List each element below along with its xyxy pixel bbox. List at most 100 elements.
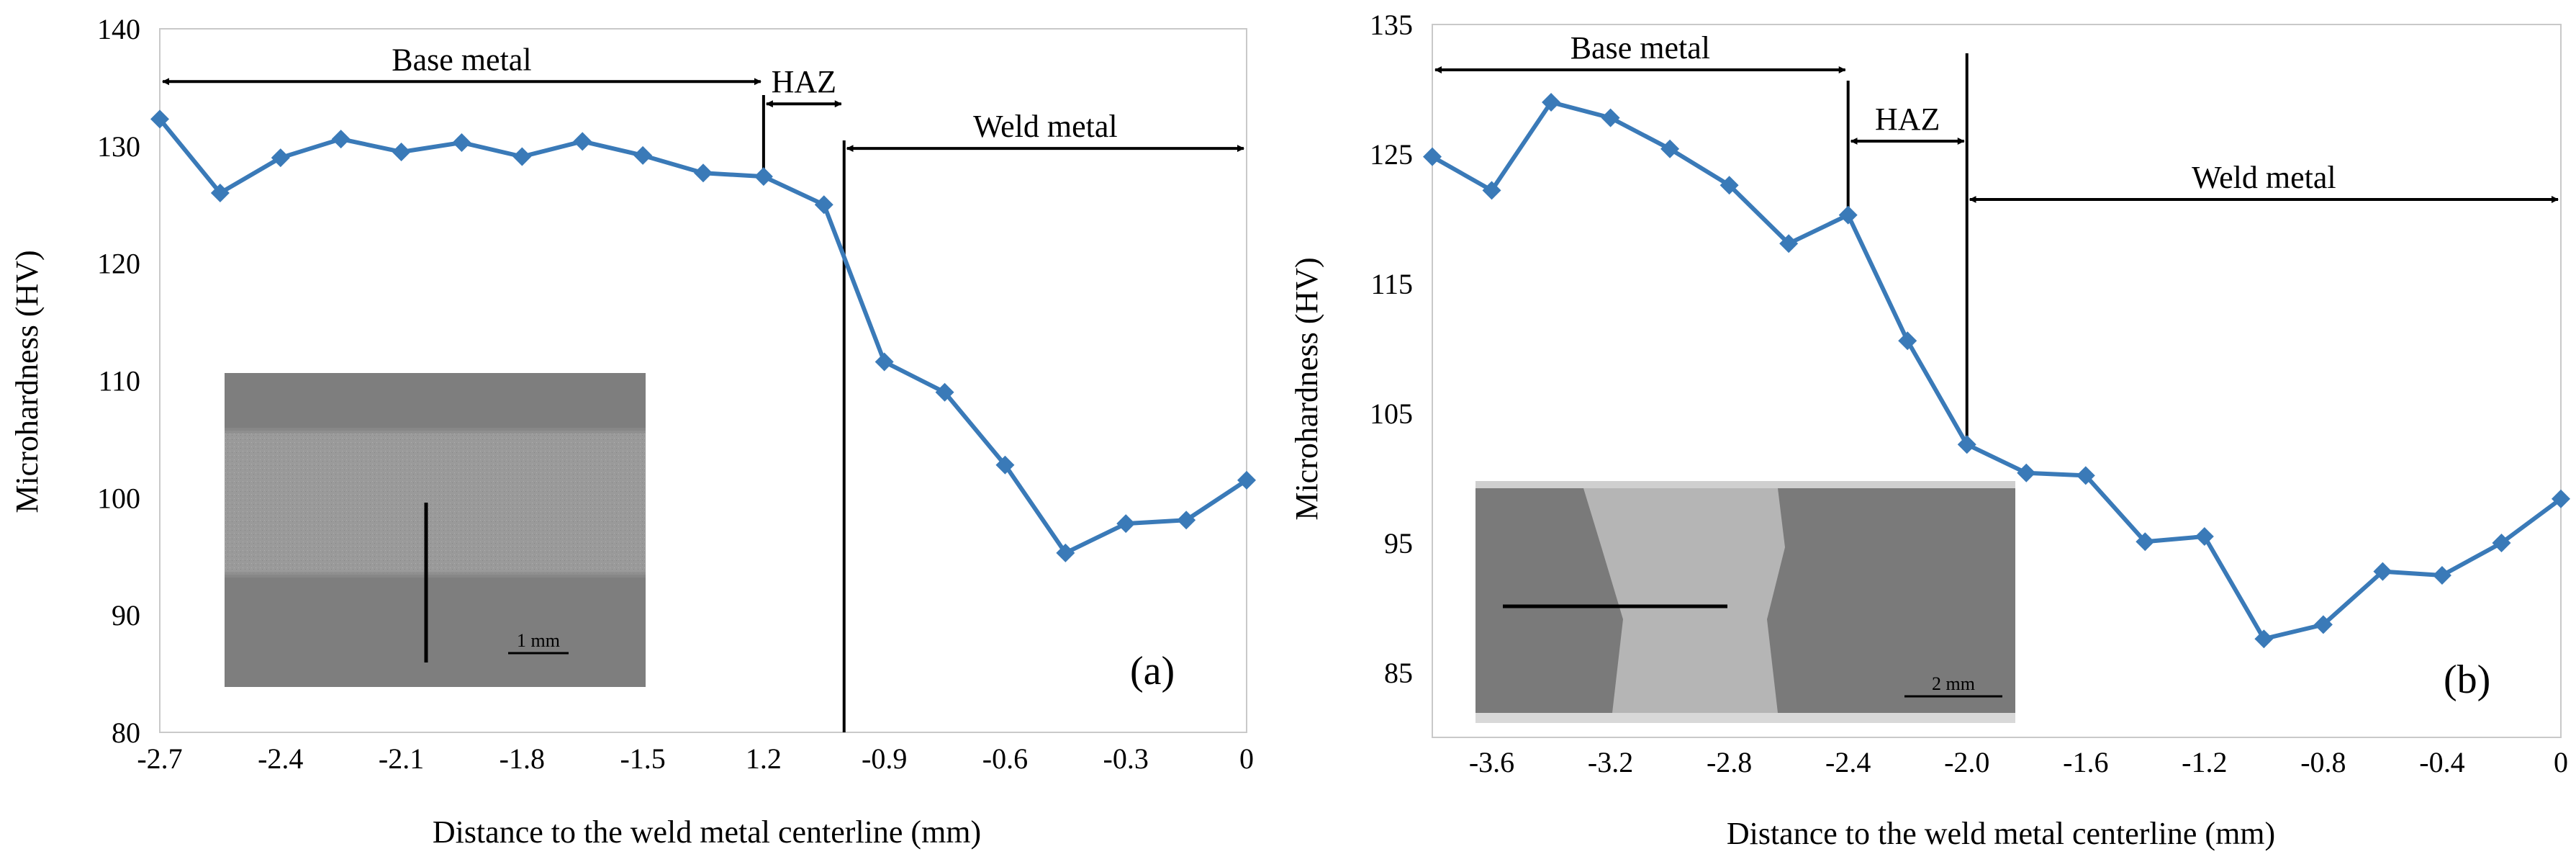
- x-tick-label: -1.8: [500, 742, 545, 775]
- x-tick-label: -2.4: [258, 742, 303, 775]
- data-point: [1719, 176, 1739, 195]
- plot-area-b: [1432, 24, 2562, 738]
- x-tick-label: -3.2: [1588, 746, 1633, 778]
- x-axis-label-a: Distance to the weld metal centerline (m…: [433, 814, 981, 850]
- data-point: [935, 382, 954, 402]
- x-axis-label-b: Distance to the weld metal centerline (m…: [1727, 816, 2275, 851]
- data-point: [1542, 93, 1561, 112]
- y-tick-labels-a: 80 90 100 110 120 130 140: [97, 13, 140, 749]
- x-tick-label: 0: [2554, 746, 2568, 778]
- x-tick-label: -0.9: [862, 742, 907, 775]
- y-tick-label: 135: [1370, 9, 1413, 41]
- data-point: [995, 455, 1015, 475]
- x-tick-label: 1.2: [746, 742, 782, 775]
- data-point: [1957, 435, 1976, 454]
- data-point: [2313, 615, 2333, 634]
- y-tick-label: 100: [97, 482, 140, 514]
- data-point: [452, 132, 471, 152]
- zone-annotations-b: Base metal HAZ Weld metal: [1434, 30, 2559, 203]
- zone-label: Weld metal: [2192, 160, 2336, 195]
- x-tick-label: -0.6: [982, 742, 1028, 775]
- x-tick-label: -0.8: [2300, 746, 2346, 778]
- x-tick-label: -2.1: [379, 742, 424, 775]
- x-tick-label: -1.5: [620, 742, 665, 775]
- data-point: [331, 130, 351, 149]
- x-tick-label: 0: [1239, 742, 1254, 775]
- data-point: [1116, 514, 1136, 534]
- data-point: [2432, 566, 2451, 585]
- x-tick-label: -2.4: [1825, 746, 1871, 778]
- data-point: [2076, 466, 2095, 485]
- data-point: [1601, 108, 1620, 127]
- data-point: [694, 163, 713, 183]
- x-tick-label: -3.6: [1469, 746, 1514, 778]
- data-point: [512, 147, 532, 166]
- scale-bar-label-b: 2 mm: [1932, 673, 1975, 694]
- x-tick-labels-b: -3.6 -3.2 -2.8 -2.4 -2.0 -1.6 -1.2 -0.8 -0.4 0: [1469, 746, 2568, 778]
- data-point: [1237, 470, 1256, 490]
- inset-micrograph-b: 2 mm: [1475, 481, 2015, 723]
- chart-panel-a: 80 90 100 110 120 130 140 -2.7 -2.4 -2.1 -1.8 -1.5…: [9, 13, 1256, 850]
- zone-label: Weld metal: [973, 109, 1118, 144]
- y-tick-label: 85: [1384, 657, 1413, 689]
- data-point: [2373, 562, 2392, 581]
- data-point: [1838, 205, 1858, 225]
- zone-boundaries-b: [1846, 53, 1969, 445]
- scale-bar-label-a: 1 mm: [517, 630, 560, 651]
- data-point: [2136, 532, 2155, 552]
- panel-label-a: (a): [1130, 649, 1175, 693]
- x-tick-label: -2.7: [137, 742, 182, 775]
- data-point: [754, 167, 773, 187]
- data-point: [633, 145, 653, 165]
- x-tick-labels-a: -2.7 -2.4 -2.1 -1.8 -1.5 1.2 -0.9 -0.6 -0.3 0: [137, 742, 1254, 775]
- y-axis-label-b: Microhardness (HV): [1289, 257, 1324, 520]
- data-point: [2195, 527, 2214, 546]
- zone-boundaries-a: [761, 95, 846, 732]
- data-point: [1779, 234, 1799, 253]
- x-tick-label: -1.2: [2182, 746, 2227, 778]
- y-tick-label: 115: [1370, 268, 1413, 300]
- zone-annotations-a: Base metal HAZ Weld metal: [162, 42, 1244, 153]
- zone-label: HAZ: [1875, 102, 1940, 137]
- x-tick-label: -0.4: [2419, 746, 2464, 778]
- plot-area-a: [159, 28, 1247, 733]
- y-tick-label: 120: [97, 248, 140, 280]
- data-point: [150, 109, 169, 129]
- y-tick-label: 140: [97, 13, 140, 45]
- y-tick-label: 90: [112, 599, 140, 632]
- series-line: [1431, 100, 2562, 642]
- panel-label-b: (b): [2444, 657, 2490, 702]
- data-point: [814, 195, 833, 215]
- series-b: [1423, 93, 2570, 649]
- x-tick-label: -2.8: [1707, 746, 1752, 778]
- series-a: [150, 109, 1256, 562]
- data-point: [271, 148, 290, 168]
- data-point: [210, 183, 230, 202]
- y-tick-labels-b: 85 95 105 115 125 135: [1370, 9, 1413, 689]
- data-point: [392, 142, 411, 161]
- data-point: [2552, 489, 2570, 508]
- x-tick-label: -1.6: [2063, 746, 2108, 778]
- zone-label: HAZ: [772, 64, 836, 99]
- data-point: [2492, 534, 2511, 552]
- y-tick-label: 130: [97, 130, 140, 163]
- zone-label: Base metal: [392, 42, 531, 77]
- y-tick-label: 105: [1370, 397, 1413, 430]
- data-point: [875, 352, 894, 372]
- data-point: [1482, 181, 1501, 200]
- zone-label: Base metal: [1571, 30, 1710, 66]
- y-tick-label: 110: [98, 365, 140, 397]
- data-point: [2017, 463, 2036, 482]
- x-tick-label: -0.3: [1103, 742, 1149, 775]
- y-tick-label: 125: [1370, 138, 1413, 171]
- data-point: [2254, 629, 2274, 649]
- data-point: [1056, 543, 1075, 562]
- y-axis-label-a: Microhardness (HV): [9, 250, 45, 513]
- x-tick-label: -2.0: [1944, 746, 1989, 778]
- data-point: [1423, 147, 1442, 166]
- data-point: [1898, 331, 1917, 351]
- y-tick-label: 95: [1384, 527, 1413, 560]
- data-point: [573, 132, 592, 151]
- inset-micrograph-a: 1 mm: [225, 373, 646, 687]
- y-tick-label: 80: [112, 716, 140, 749]
